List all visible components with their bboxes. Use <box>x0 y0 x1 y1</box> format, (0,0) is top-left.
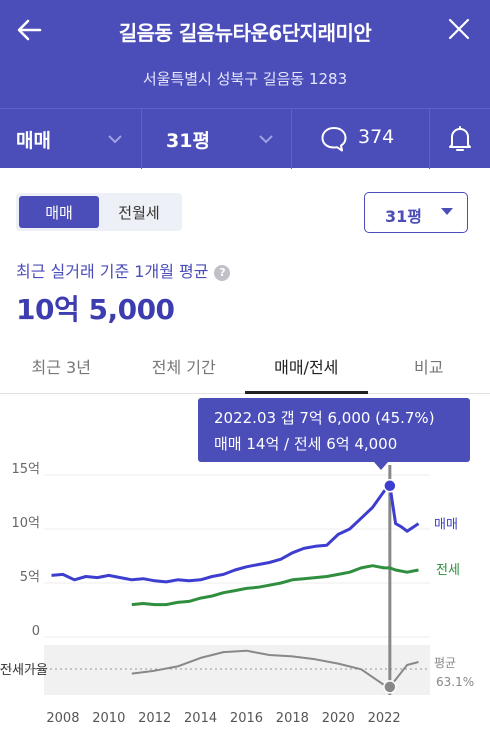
tooltip-gap-line: 2022.03 갭 7억 6,000 (45.7%) <box>214 409 435 427</box>
size-label: 31평 <box>166 130 210 152</box>
sale-series-label: 매매 <box>434 518 458 533</box>
comments-button[interactable]: 374 <box>292 109 430 169</box>
tab-all-period[interactable]: 전체 기간 <box>151 358 216 377</box>
speech-bubble-icon <box>321 127 347 152</box>
header-filter-bar: 매매 31평 374 <box>0 108 490 169</box>
address-text: 서울특별시 성북구 길음동 1283 <box>142 70 348 88</box>
size-dropdown[interactable]: 31평 <box>142 109 292 169</box>
x-tick-label: 2020 <box>322 711 355 726</box>
bell-icon <box>449 126 471 151</box>
y-tick-label: 0 <box>32 624 40 639</box>
period-tabs: 최근 3년 전체 기간 매매/전세 비교 <box>0 338 490 394</box>
chart-tooltip: 2022.03 갭 7억 6,000 (45.7%) 매매 14억 / 전세 6… <box>198 398 470 470</box>
x-tick-label: 2016 <box>230 711 263 726</box>
trade-type-label: 매매 <box>16 130 51 152</box>
back-arrow-icon[interactable] <box>14 14 46 46</box>
jeonse-series-label: 전세 <box>436 563 460 578</box>
comment-count: 374 <box>358 126 395 148</box>
average-price-value: 10억 5,000 <box>16 293 175 326</box>
ratio-average-caption: 평균 <box>434 656 456 670</box>
average-price-label: 최근 실거래 기준 1개월 평균? <box>16 258 231 282</box>
sale-series-line <box>51 484 420 584</box>
tooltip-price-line: 매매 14억 / 전세 6억 4,000 <box>214 435 398 453</box>
segment-rent[interactable]: 전월세 <box>118 203 160 222</box>
trade-type-dropdown[interactable]: 매매 <box>0 109 142 169</box>
x-tick-label: 2012 <box>138 711 171 726</box>
jeonse-series-line <box>131 564 419 607</box>
size-select[interactable]: 31평 <box>364 192 468 233</box>
segment-sale[interactable]: 매매 <box>19 196 99 228</box>
chevron-down-icon <box>259 135 273 144</box>
x-tick-label: 2018 <box>276 711 309 726</box>
tab-recent-3y[interactable]: 최근 3년 <box>31 358 91 377</box>
average-price-caption: 최근 실거래 기준 1개월 평균 <box>16 262 209 281</box>
notification-button[interactable] <box>430 109 490 169</box>
help-icon[interactable]: ? <box>214 265 231 281</box>
x-tick-label: 2008 <box>46 711 79 726</box>
apartment-title: 길음동 길음뉴타운6단지래미안 <box>118 21 372 45</box>
tab-compare[interactable]: 비교 <box>414 358 444 377</box>
ratio-axis-label: 전세가율 <box>0 663 48 678</box>
chevron-down-icon <box>108 135 122 144</box>
highlight-sale-point <box>383 479 397 493</box>
size-select-value: 31평 <box>385 207 422 226</box>
tab-sale-jeonse[interactable]: 매매/전세 <box>245 338 368 394</box>
ratio-average-value: 63.1% <box>436 675 474 689</box>
caret-down-icon <box>441 208 453 215</box>
x-tick-label: 2010 <box>92 711 125 726</box>
y-tick-label: 10억 <box>11 516 40 531</box>
y-tick-label: 15억 <box>11 462 40 477</box>
trade-segment-control: 매매 전월세 <box>16 193 182 231</box>
x-tick-label: 2022 <box>368 711 401 726</box>
price-chart[interactable]: 15억 10억 5억 0 전세가율 평균 63.1% 2008 2010 2012 2014 2016… <box>0 395 490 730</box>
close-icon[interactable] <box>446 16 472 42</box>
x-tick-label: 2014 <box>184 711 217 726</box>
y-tick-label: 5억 <box>20 570 40 585</box>
ratio-panel <box>44 645 430 695</box>
highlight-ratio-point <box>383 680 397 694</box>
app-header: 길음동 길음뉴타운6단지래미안 서울특별시 성북구 길음동 1283 매매 31… <box>0 0 490 169</box>
